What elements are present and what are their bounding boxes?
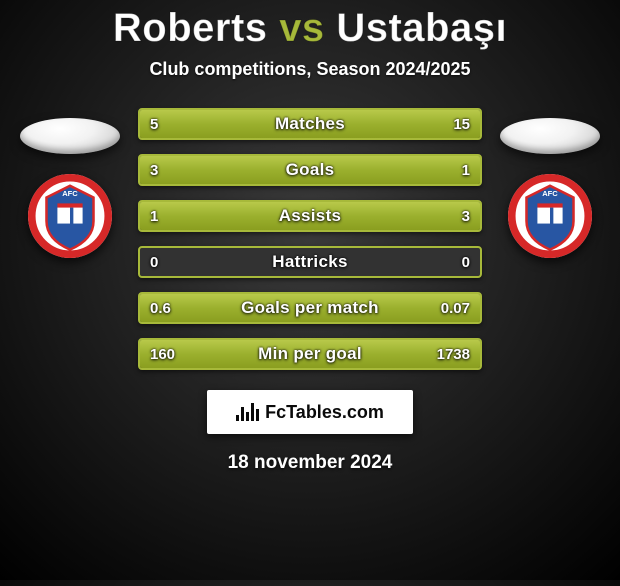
stat-label: Goals [140,156,480,184]
chart-icon [236,403,259,421]
date-text: 18 november 2024 [0,452,620,474]
stat-bar: 1601738Min per goal [138,338,482,370]
right-side: AFC [500,118,600,258]
left-side: AFC [20,118,120,258]
ball-icon [20,118,120,154]
stat-label: Goals per match [140,294,480,322]
svg-text:AFC: AFC [542,189,558,198]
stat-bar: 31Goals [138,154,482,186]
title-player2: Ustabaşı [336,6,507,50]
brand-text: FcTables.com [265,402,384,423]
ball-icon [500,118,600,154]
title-player1: Roberts [113,6,268,50]
stat-bar: 0.60.07Goals per match [138,292,482,324]
brand-strip: FcTables.com [207,390,413,434]
stat-label: Hattricks [140,248,480,276]
subtitle: Club competitions, Season 2024/2025 [0,59,620,80]
page-title: Roberts vs Ustabaşı [0,6,620,51]
stat-label: Assists [140,202,480,230]
stat-bars: 515Matches 31Goals 13Assists 00Hattricks 0.6… [138,108,482,370]
stat-bar: 515Matches [138,108,482,140]
club-badge-left: AFC [28,174,112,258]
title-vs: vs [279,6,325,50]
stat-bar: 13Assists [138,200,482,232]
stat-label: Matches [140,110,480,138]
stat-label: Min per goal [140,340,480,368]
content-area: AFC 515Matches 31Goals 13Assists 00Hattrick… [0,108,620,370]
club-badge-right: AFC [508,174,592,258]
stat-bar: 00Hattricks [138,246,482,278]
svg-text:AFC: AFC [62,189,78,198]
